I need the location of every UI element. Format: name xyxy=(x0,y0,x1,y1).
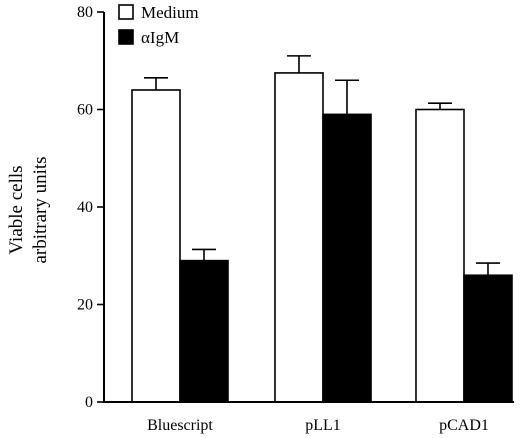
bar-bluescript-aigm xyxy=(179,259,229,403)
legend: Medium αIgM xyxy=(118,3,199,47)
x-category-label: pCAD1 xyxy=(439,417,489,434)
bar-pll1-aigm xyxy=(322,113,372,403)
legend-label-aigm: αIgM xyxy=(141,28,179,47)
plot-area xyxy=(131,55,513,403)
category-labels: Bluescript pLL1 pCAD1 xyxy=(147,417,489,434)
x-category-label: pLL1 xyxy=(305,417,341,434)
y-tick-label: 20 xyxy=(77,297,93,314)
error-bar-pcad1-aigm xyxy=(476,262,500,276)
legend-label-medium: Medium xyxy=(141,3,199,22)
legend-swatch-medium xyxy=(118,4,134,20)
bar-bluescript-medium xyxy=(131,89,181,403)
legend-swatch-aigm xyxy=(118,29,134,45)
error-bar-bluescript-medium xyxy=(144,77,168,90)
bar-pcad1-aigm xyxy=(463,274,513,403)
bar-pcad1-medium xyxy=(415,108,465,403)
error-bar-pll1-medium xyxy=(287,55,311,73)
y-tick-label: 80 xyxy=(77,4,93,21)
bar-pll1-medium xyxy=(274,72,324,403)
y-axis-label-line2: arbitrary units xyxy=(30,156,51,263)
y-axis-label-line1: Viable cells xyxy=(6,165,27,254)
y-tick-label: 0 xyxy=(85,394,93,411)
y-tick-label: 40 xyxy=(77,199,93,216)
y-ticks: 0 20 40 60 80 xyxy=(77,4,104,411)
error-bar-bluescript-aigm xyxy=(192,248,216,261)
error-bar-pll1-aigm xyxy=(335,79,359,115)
x-category-label: Bluescript xyxy=(147,417,213,434)
error-bar-pcad1-medium xyxy=(428,102,452,110)
y-tick-label: 60 xyxy=(77,102,93,119)
